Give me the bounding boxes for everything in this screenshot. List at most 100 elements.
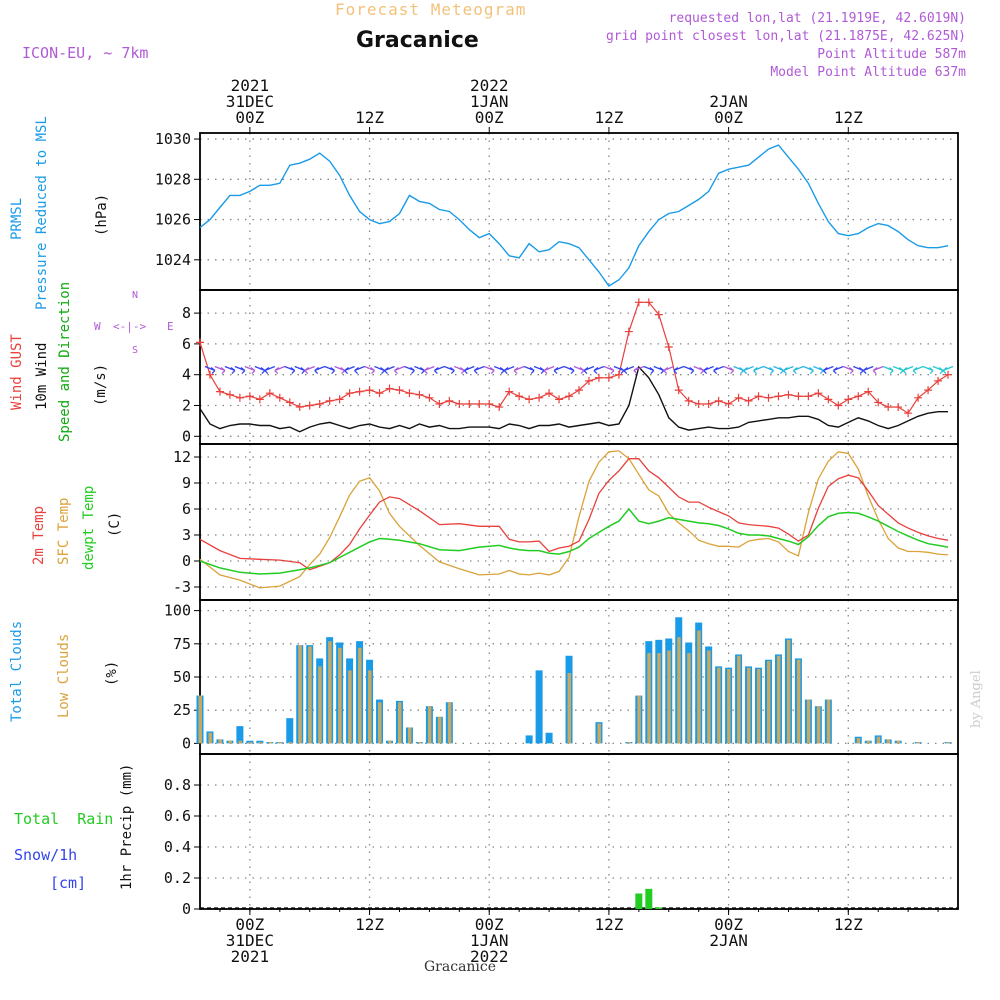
- gust-marker: [894, 403, 903, 412]
- low-cloud-bar: [268, 742, 272, 744]
- low-cloud-bar: [248, 742, 252, 744]
- low-cloud-bar: [776, 655, 781, 744]
- x-axis-label-top: 31DEC: [226, 92, 274, 111]
- wind-direction-arrow: [723, 365, 735, 374]
- wind-direction-arrow: [553, 365, 565, 374]
- low-cloud-bar: [727, 669, 731, 744]
- y-tick-label: 0: [182, 734, 191, 752]
- wind-direction-arrow: [832, 365, 844, 374]
- panel-frame: [199, 443, 959, 601]
- gust-marker: [375, 389, 384, 398]
- rain-bar: [635, 893, 643, 909]
- low-cloud-bar: [308, 646, 312, 744]
- wind-direction-arrow: [493, 365, 505, 374]
- wind-direction-arrow: [803, 365, 814, 374]
- low-cloud-bar: [916, 742, 921, 744]
- total-cloud-bar: [286, 718, 294, 744]
- low-cloud-bar: [298, 645, 302, 744]
- x-axis-label-bottom: 12Z: [594, 915, 623, 934]
- gust-marker: [624, 327, 633, 336]
- wind-direction-arrow: [663, 365, 675, 374]
- wind-direction-arrow: [454, 365, 465, 374]
- rain-label: Total Rain: [14, 810, 114, 828]
- gust-marker: [614, 370, 623, 379]
- low-cloud-bar: [258, 742, 262, 744]
- low-cloud-bar: [767, 661, 771, 744]
- y-tick-label: 0: [182, 552, 191, 570]
- wind-direction-arrow: [304, 365, 315, 374]
- wind-direction-arrow: [543, 365, 555, 374]
- low-cloud-bar: [318, 666, 322, 744]
- gust-marker: [245, 392, 254, 401]
- low-cloud-bar: [378, 702, 382, 744]
- low-cloud-bar: [338, 647, 342, 744]
- low-cloud-bar: [228, 740, 232, 744]
- wind-direction-arrow: [523, 365, 535, 374]
- gust-marker: [634, 298, 643, 307]
- low-cloud-bar: [328, 641, 332, 744]
- y-tick-label: 1030: [155, 130, 191, 148]
- snow-label: Snow/1h: [14, 846, 78, 864]
- y-tick-label: 0.8: [164, 776, 191, 794]
- gust-marker: [774, 392, 783, 401]
- low-cloud-bar: [657, 653, 661, 744]
- low-cloud-bar: [427, 706, 432, 744]
- low-cloud-bar: [737, 655, 741, 744]
- low-cloud-bar: [806, 699, 811, 744]
- wind-direction-arrow: [872, 365, 884, 374]
- gust-marker: [445, 396, 454, 405]
- point-altitude: Point Altitude 587m: [817, 47, 966, 62]
- y-tick-label: 12: [173, 448, 191, 466]
- x-axis-label-top: 00Z: [475, 108, 504, 127]
- gust-marker: [235, 393, 244, 402]
- low-cloud-bar: [677, 637, 681, 744]
- gust-marker: [604, 373, 613, 382]
- gust-marker: [714, 396, 723, 405]
- gust-marker: [405, 389, 414, 398]
- gust-marker: [295, 403, 304, 412]
- wind-direction-arrow: [244, 365, 256, 374]
- wind-direction-arrow: [364, 365, 376, 374]
- low-cloud-bar: [397, 702, 402, 744]
- y-tick-label: 0.2: [164, 869, 191, 887]
- gust-marker: [305, 401, 314, 410]
- gust-marker: [545, 389, 554, 398]
- gust-marker: [914, 393, 923, 402]
- gust-marker: [535, 393, 544, 402]
- gust-marker: [854, 392, 863, 401]
- wind-direction-arrow: [912, 365, 924, 374]
- wind-direction-arrow: [444, 365, 455, 374]
- wind-direction-arrow: [583, 365, 595, 374]
- low-cloud-bar: [417, 742, 422, 744]
- y-tick-label: -3: [173, 578, 191, 596]
- wind-speed-line: [199, 365, 948, 433]
- low-cloud-bar: [647, 653, 651, 744]
- location-name: Gracanice: [356, 28, 479, 53]
- gust-marker: [644, 298, 653, 307]
- wind-direction-arrow: [483, 365, 495, 374]
- y-tick-label: 25: [173, 701, 191, 719]
- gust-marker: [864, 387, 873, 396]
- gust-marker: [944, 370, 953, 379]
- x-axis-label-top: 00Z: [235, 108, 264, 127]
- gust-line: [199, 301, 949, 415]
- gust-marker: [684, 396, 693, 405]
- prmsl-line: [199, 144, 949, 287]
- wind-direction-arrow: [284, 365, 296, 374]
- gust-marker: [435, 399, 444, 408]
- y-tick-label: 2: [182, 397, 191, 415]
- snow-unit-label: [cm]: [50, 874, 87, 892]
- wind-direction-arrow: [882, 365, 894, 374]
- x-axis-label-bottom: 12Z: [834, 915, 863, 934]
- 2m-temp-line: [199, 458, 949, 571]
- wind-direction-arrow: [294, 365, 306, 374]
- footer-location: Gracanice: [424, 959, 497, 975]
- total-cloud-bar: [236, 726, 244, 744]
- rain-bar: [655, 907, 663, 909]
- gust-marker: [874, 398, 883, 407]
- low-cloud-bar: [796, 659, 801, 744]
- low-cloud-bar: [717, 667, 721, 744]
- low-cloud-bar: [747, 667, 751, 744]
- gust-marker: [325, 396, 334, 405]
